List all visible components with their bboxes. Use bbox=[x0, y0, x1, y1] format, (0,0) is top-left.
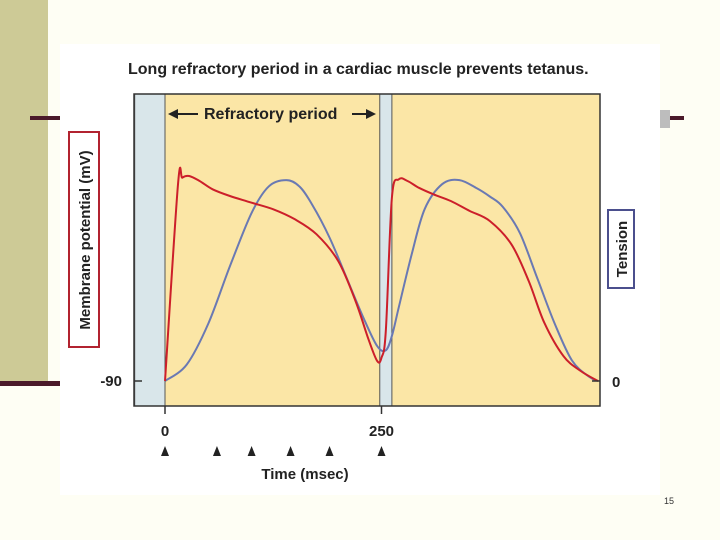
slide-left-band bbox=[0, 0, 48, 383]
x-tick-label: 250 bbox=[369, 423, 394, 440]
refractory-region bbox=[134, 94, 600, 406]
ylabel-right-box bbox=[607, 209, 635, 289]
refractory-label: Refractory period bbox=[204, 106, 337, 123]
slide-rule-left bbox=[30, 116, 80, 120]
stimulus-marker bbox=[161, 446, 169, 456]
stimulus-marker bbox=[325, 446, 334, 456]
chart-title: Long refractory period in a cardiac musc… bbox=[128, 61, 589, 78]
stimulus-marker bbox=[212, 446, 221, 456]
slide-rule-bottom bbox=[0, 381, 80, 386]
y-axis-label: Membrane potential (mV) bbox=[77, 150, 94, 329]
non-refractory-region bbox=[134, 93, 166, 407]
x-tick-label: 0 bbox=[161, 423, 169, 440]
tension-series-line bbox=[164, 178, 599, 382]
slide-gray-tab bbox=[658, 110, 670, 128]
chart: Long refractory period in a cardiac musc… bbox=[68, 61, 635, 483]
figure-panel: Long refractory period in a cardiac musc… bbox=[60, 44, 660, 495]
ylabel-box bbox=[68, 131, 100, 348]
x-axis-label: Time (msec) bbox=[261, 466, 348, 483]
page-number: 15 bbox=[664, 496, 675, 506]
y-tick-label: -90 bbox=[100, 373, 122, 390]
y-right-tick-label: 0 bbox=[612, 374, 620, 391]
refractory-arrow bbox=[168, 109, 376, 119]
stimulus-marker bbox=[247, 446, 256, 456]
membrane-series-line bbox=[164, 166, 599, 382]
plot-frame bbox=[133, 93, 601, 407]
y-axis-right-label: Tension bbox=[614, 221, 631, 277]
stimulus-marker bbox=[377, 446, 386, 456]
stimulus-marker bbox=[286, 446, 295, 456]
